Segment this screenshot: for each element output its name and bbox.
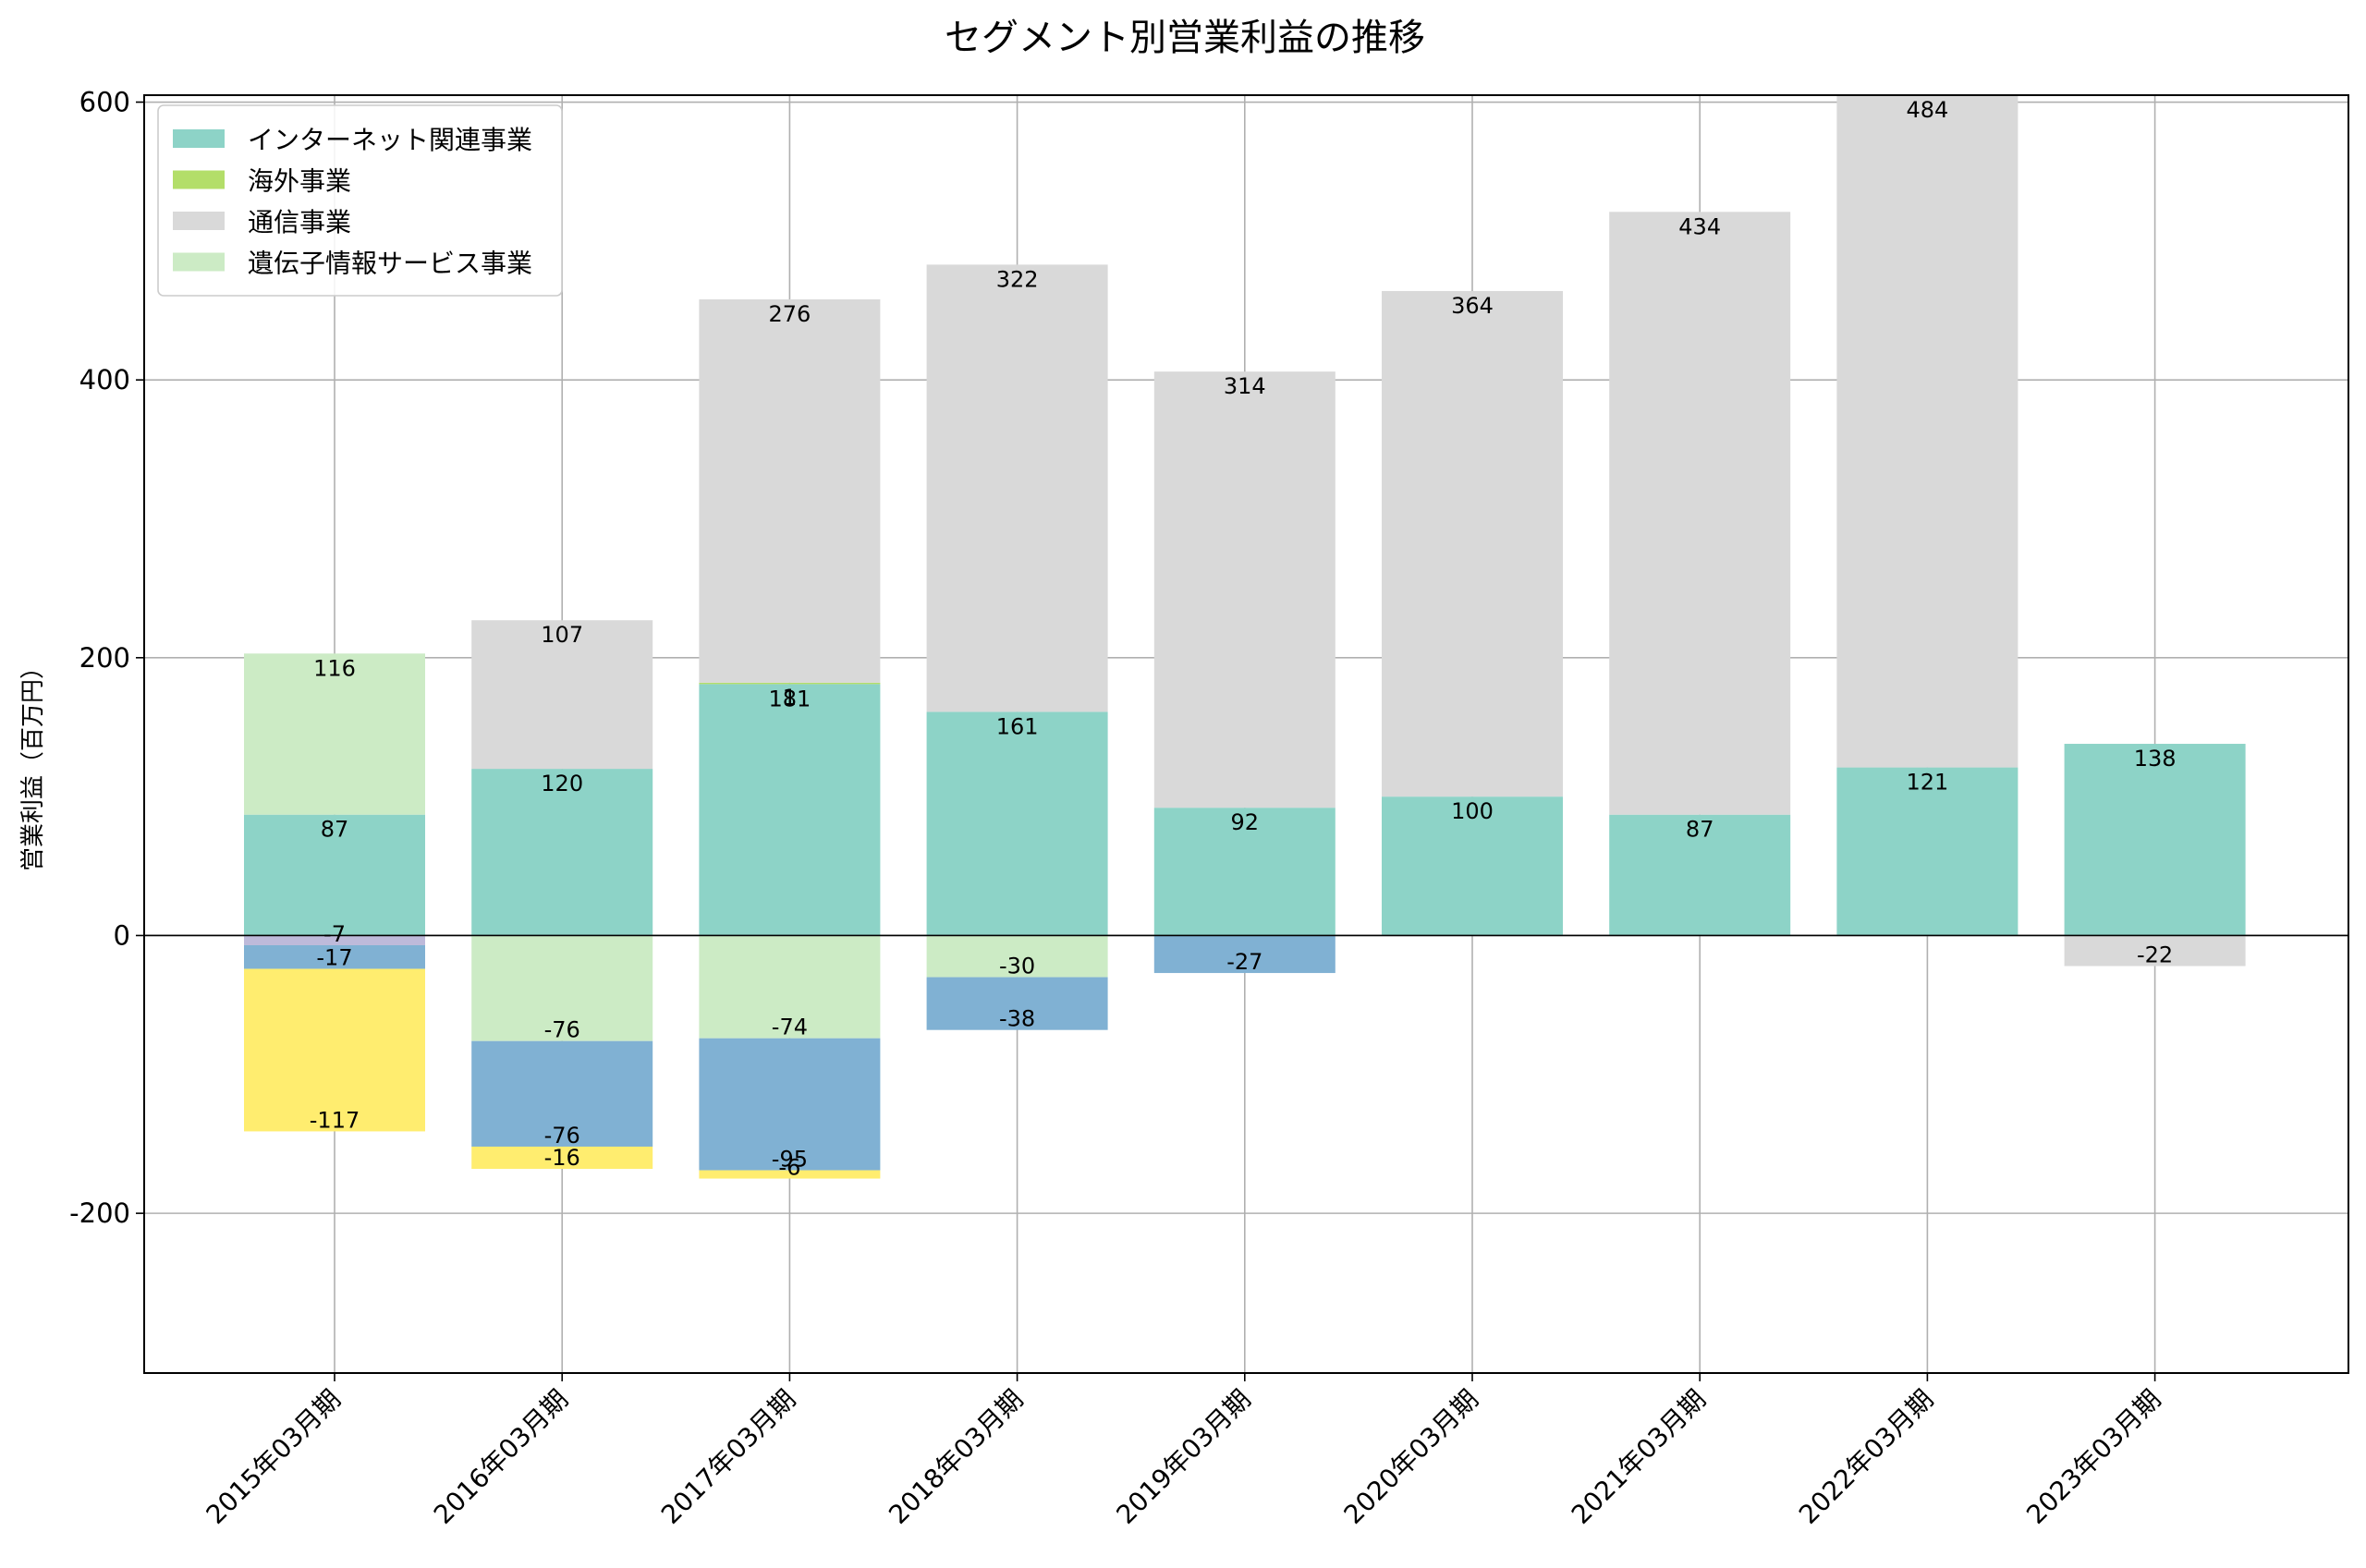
bar-segment xyxy=(471,935,653,1041)
data-label: 87 xyxy=(321,817,349,843)
bar-segment xyxy=(1609,814,1791,936)
data-label: -95 xyxy=(772,1147,808,1173)
legend-swatch xyxy=(173,170,225,189)
bar-segment xyxy=(2064,744,2246,936)
bar-segment xyxy=(926,264,1108,712)
data-label: -76 xyxy=(544,1123,580,1149)
y-tick-label: 0 xyxy=(114,919,130,951)
data-label: 121 xyxy=(1906,770,1948,796)
legend-label: 海外事業 xyxy=(248,166,351,197)
bar-segment xyxy=(699,682,881,685)
bar-segment xyxy=(244,935,425,945)
bar-segment xyxy=(1153,808,1335,936)
data-label: -17 xyxy=(316,945,352,971)
y-tick-label: 600 xyxy=(79,87,130,118)
y-axis-label: 営業利益（百万円） xyxy=(19,655,47,871)
legend-swatch xyxy=(173,129,225,148)
data-label: -22 xyxy=(2137,942,2173,968)
bar-segment xyxy=(699,1038,881,1171)
bars xyxy=(244,95,2246,1179)
y-tick-label: -200 xyxy=(69,1197,130,1229)
bar-segment xyxy=(244,653,425,815)
data-label: 314 xyxy=(1224,373,1266,399)
bar-segment xyxy=(1382,796,1563,936)
bar-segment xyxy=(1153,371,1335,808)
data-label: 100 xyxy=(1451,798,1494,824)
data-label: -27 xyxy=(1226,949,1262,975)
data-label: -117 xyxy=(310,1107,360,1133)
bar-segment xyxy=(699,298,881,683)
bar-segment xyxy=(471,1040,653,1147)
data-label: -38 xyxy=(999,1006,1035,1032)
legend-label: 遺伝子情報サービス事業 xyxy=(248,249,532,279)
data-label: -74 xyxy=(772,1015,808,1040)
bar-segment xyxy=(926,935,1108,978)
data-label: -76 xyxy=(544,1017,580,1043)
bar-segment xyxy=(2064,935,2246,966)
data-label: 161 xyxy=(996,713,1039,739)
data-label: 1 xyxy=(783,685,797,711)
bar-segment xyxy=(471,620,653,770)
data-label: 116 xyxy=(313,655,356,681)
data-label: -7 xyxy=(323,921,346,947)
legend-swatch xyxy=(173,212,225,230)
legend-label: インターネット関連事業 xyxy=(248,125,532,155)
data-label: -6 xyxy=(778,1155,800,1181)
legend-label: 通信事業 xyxy=(248,207,351,237)
bar-segment xyxy=(699,1170,881,1179)
bar-segment xyxy=(1382,290,1563,797)
data-label: 364 xyxy=(1451,293,1494,319)
legend-swatch xyxy=(173,252,225,272)
bar-segment xyxy=(1836,767,2018,936)
data-label: 484 xyxy=(1906,97,1948,123)
bar-segment xyxy=(244,814,425,936)
bar-segment xyxy=(471,769,653,936)
data-label: -16 xyxy=(544,1145,580,1171)
data-label: 107 xyxy=(541,622,583,648)
data-label: 87 xyxy=(1686,817,1714,843)
data-label: 322 xyxy=(996,266,1039,292)
bar-segment xyxy=(244,968,425,1132)
data-label: 181 xyxy=(768,686,811,711)
data-label: 434 xyxy=(1678,213,1721,239)
y-tick-label: 400 xyxy=(79,364,130,395)
data-label: -30 xyxy=(999,954,1035,979)
data-label: 92 xyxy=(1231,809,1260,835)
data-label: 120 xyxy=(541,771,583,796)
bar-segment xyxy=(1836,95,2018,768)
bar-segment xyxy=(244,944,425,969)
bar-segment xyxy=(1153,935,1335,974)
bar-segment xyxy=(926,977,1108,1030)
bar-segment xyxy=(1609,212,1791,815)
bar-segment xyxy=(471,1146,653,1170)
bar-segment xyxy=(926,711,1108,936)
y-tick-label: 200 xyxy=(79,642,130,674)
chart-title: セグメント別営業利益の推移 xyxy=(945,17,1425,59)
data-label: 138 xyxy=(2134,746,2177,772)
bar-segment xyxy=(699,684,881,936)
data-label: 276 xyxy=(768,301,811,327)
plot-frame xyxy=(143,94,2349,1374)
data-labels: 87116-7-17-117120107-76-76-161811276-74-… xyxy=(310,97,2177,1181)
legend-box xyxy=(157,104,563,297)
bar-segment xyxy=(699,935,881,1039)
